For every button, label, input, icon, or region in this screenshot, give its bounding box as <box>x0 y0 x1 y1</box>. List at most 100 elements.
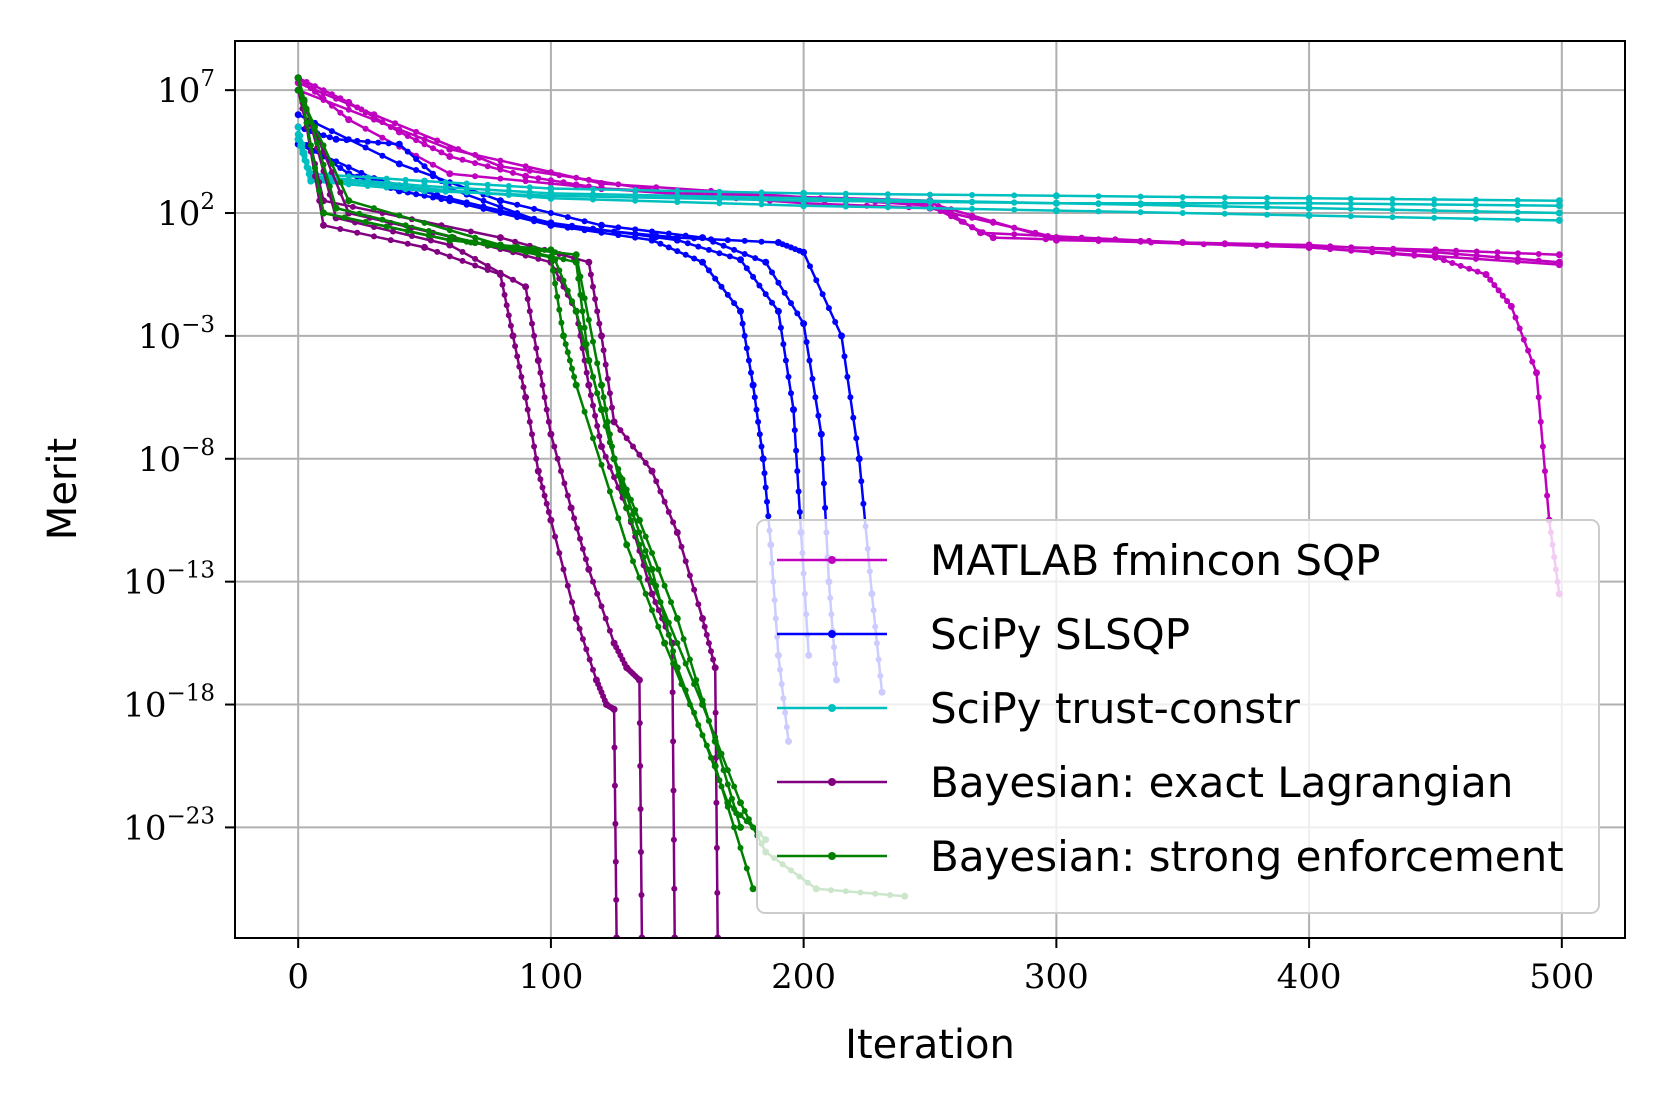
data-point <box>582 556 589 563</box>
data-point <box>537 369 544 376</box>
data-point <box>497 203 504 210</box>
data-point <box>699 615 706 622</box>
data-point <box>657 599 664 606</box>
data-point <box>606 627 613 634</box>
data-point <box>576 625 583 632</box>
data-point <box>522 178 529 185</box>
data-point <box>680 636 687 642</box>
data-point <box>716 196 723 203</box>
series-layer <box>294 74 1563 938</box>
data-point <box>472 234 479 241</box>
data-point <box>1440 257 1447 264</box>
data-point <box>1514 202 1521 209</box>
data-point <box>395 160 403 168</box>
data-point <box>1539 443 1546 450</box>
data-point <box>1431 196 1438 203</box>
data-point <box>1052 199 1060 207</box>
data-point <box>472 160 479 167</box>
data-point <box>1221 210 1228 217</box>
data-point <box>305 171 312 178</box>
data-point <box>1179 194 1186 201</box>
data-point <box>838 332 845 340</box>
data-point <box>379 152 386 159</box>
data-point <box>539 484 546 491</box>
data-point <box>769 299 775 306</box>
data-point <box>585 565 593 573</box>
data-point <box>743 265 750 272</box>
data-point <box>503 302 510 309</box>
data-point <box>404 148 411 155</box>
data-point <box>1011 199 1018 206</box>
legend-marker <box>828 778 836 786</box>
data-point <box>860 500 867 507</box>
data-point <box>822 504 829 511</box>
data-point <box>701 623 708 630</box>
data-point <box>1525 347 1532 354</box>
data-point <box>705 640 712 647</box>
data-point <box>446 170 454 178</box>
data-point <box>535 255 542 262</box>
data-point <box>636 574 643 581</box>
data-point <box>392 120 399 127</box>
data-point <box>316 187 323 194</box>
data-point <box>566 357 573 364</box>
data-point <box>510 276 516 283</box>
data-point <box>636 541 643 548</box>
data-point <box>1507 302 1515 310</box>
data-point <box>627 517 634 524</box>
data-point <box>1495 287 1502 294</box>
data-point <box>539 382 546 389</box>
data-point <box>673 664 681 672</box>
data-point <box>716 752 723 759</box>
data-point <box>731 824 738 831</box>
data-point <box>695 601 702 608</box>
y-tick-label: 10−23 <box>123 803 215 848</box>
data-point <box>459 248 466 255</box>
data-point <box>1095 237 1102 244</box>
data-point <box>665 230 672 237</box>
data-point <box>598 332 605 340</box>
plot-frame <box>234 40 1626 939</box>
data-point <box>1011 192 1018 199</box>
data-point <box>514 210 521 216</box>
data-point <box>1472 215 1479 222</box>
data-point <box>541 492 548 499</box>
data-point <box>569 298 575 305</box>
data-point <box>598 221 605 229</box>
legend-label: SciPy trust-constr <box>930 684 1301 733</box>
data-point <box>590 186 596 193</box>
data-point <box>1535 394 1542 401</box>
data-point <box>541 394 548 401</box>
data-point <box>533 455 540 462</box>
data-point <box>655 623 662 630</box>
data-point <box>337 226 344 232</box>
data-point <box>497 175 504 182</box>
data-point <box>543 406 550 413</box>
data-point <box>343 137 350 144</box>
data-point <box>547 169 554 176</box>
data-point <box>341 214 348 221</box>
data-point <box>446 145 454 153</box>
data-point <box>509 332 517 340</box>
data-point <box>552 280 559 287</box>
data-point <box>1042 236 1049 243</box>
data-point <box>790 406 797 414</box>
data-point <box>556 550 563 556</box>
data-point <box>668 599 674 606</box>
data-point <box>609 443 615 450</box>
data-point <box>609 404 615 411</box>
data-point <box>332 135 340 143</box>
data-point <box>731 246 738 253</box>
data-point <box>800 248 808 256</box>
data-point <box>611 782 618 789</box>
data-point <box>671 885 678 892</box>
data-point <box>741 237 748 244</box>
data-point <box>526 418 533 425</box>
data-point <box>606 431 613 438</box>
data-point <box>705 267 712 274</box>
data-point <box>586 656 593 663</box>
data-point <box>1535 251 1542 257</box>
data-point <box>1516 325 1523 332</box>
data-point <box>743 345 750 352</box>
data-point <box>958 218 965 225</box>
